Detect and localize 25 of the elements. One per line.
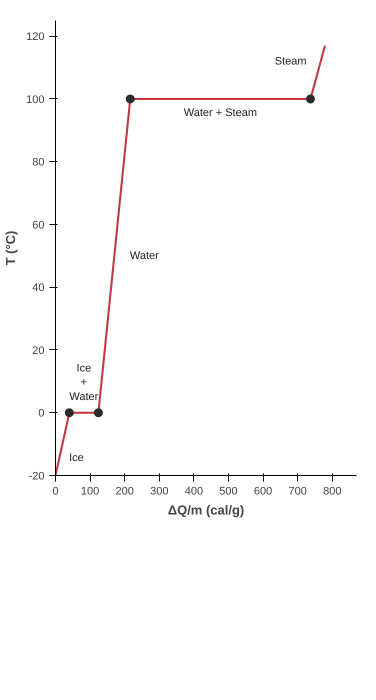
x-tick-label: 500 [219, 486, 238, 498]
x-tick-label: 200 [116, 486, 134, 498]
x-tick-label: 0 [52, 486, 59, 498]
x-tick-label: 100 [80, 486, 100, 498]
line-series [56, 44, 326, 476]
y-tick-label: 80 [32, 156, 45, 169]
y-tick-label: 60 [32, 219, 45, 232]
y-tick-label: 120 [26, 31, 45, 44]
annotation: Ice + Water [69, 362, 99, 404]
x-axis-title: ΔQ/m (cal/g) [168, 502, 244, 518]
y-tick-label: -20 [28, 470, 45, 482]
y-tick-label: 20 [32, 344, 45, 357]
y-axis-title: T (°C) [3, 230, 18, 266]
y-tick-label: 0 [38, 408, 45, 420]
annotation: Water [130, 250, 160, 262]
x-tick-label: 400 [184, 486, 204, 498]
annotation: Water + Steam [184, 106, 257, 119]
y-tick-label: 40 [32, 282, 45, 294]
annotation: Steam [274, 56, 307, 68]
x-tick-label: 800 [323, 486, 342, 498]
x-tick-label: 300 [150, 486, 168, 498]
x-tick-label: 600 [254, 486, 272, 498]
x-tick-label: 700 [288, 486, 307, 498]
y-tick-label: 100 [26, 94, 45, 106]
annotation: Ice [69, 452, 84, 464]
